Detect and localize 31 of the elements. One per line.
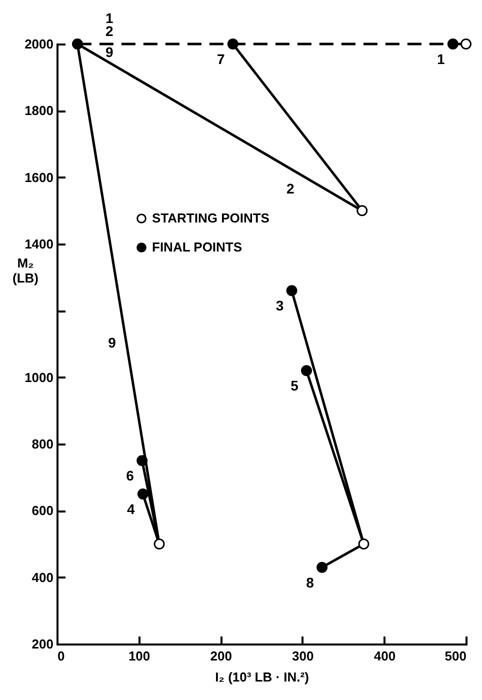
annotation: 4 (126, 501, 135, 517)
x-tick-label: 300 (292, 648, 314, 664)
y-tick-label: 400 (32, 570, 54, 585)
annotation: 9 (106, 44, 114, 60)
y-tick-label: 600 (32, 503, 54, 518)
annotation: 1 (437, 51, 446, 67)
y-axis-title: M₂ (LB) (12, 256, 38, 286)
x-tick-label: 100 (128, 648, 150, 664)
annotation: 7 (216, 51, 225, 67)
y-tick-label: 800 (32, 436, 54, 452)
legend-label: FINAL POINTS (152, 240, 242, 254)
annotation: 3 (276, 298, 284, 314)
annotation: 2 (286, 180, 294, 196)
y-tick-label: 1800 (24, 103, 54, 118)
annotation: 8 (306, 574, 314, 590)
y-tick-label: 2000 (24, 36, 54, 52)
x-axis-title: I₂ (10³ LB · IN.²) (215, 670, 309, 684)
x-tick-label: 200 (210, 648, 232, 664)
x-tick-label: 0 (58, 648, 65, 664)
annotation: 1 (106, 10, 114, 26)
y-tick-label: 200 (32, 636, 54, 652)
legend-label: STARTING POINTS (152, 210, 270, 226)
x-tick-label: 500 (444, 648, 466, 664)
y-tick-label: 1400 (24, 236, 54, 252)
annotation: 6 (126, 468, 134, 484)
annotation: 9 (108, 334, 116, 350)
y-tick-label: 1600 (24, 170, 54, 185)
annotation: 5 (290, 378, 299, 394)
x-tick-label: 400 (374, 648, 396, 664)
y-tick-label: 1000 (24, 370, 54, 385)
annotation: 2 (106, 23, 114, 39)
